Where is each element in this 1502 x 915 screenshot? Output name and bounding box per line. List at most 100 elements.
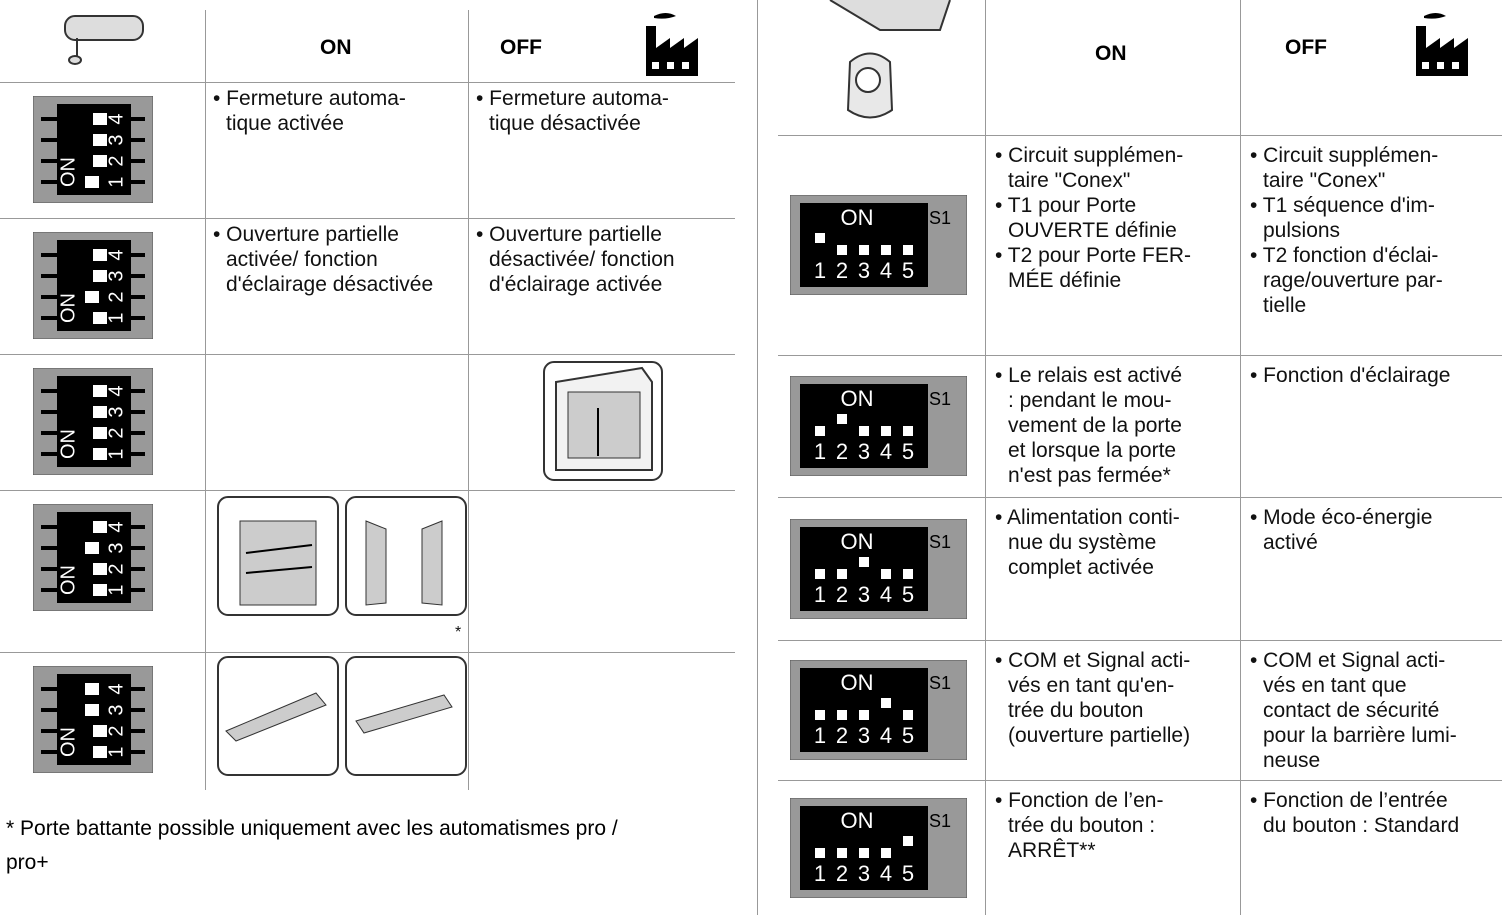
cell-text: • Ouverture partielle activée/ fonction … <box>213 222 468 297</box>
row-line <box>0 354 735 355</box>
switch <box>93 448 107 460</box>
dip-on: ON <box>57 293 79 323</box>
motor-icon <box>64 15 144 65</box>
row-line <box>0 218 735 219</box>
cell-text: • COM et Signal acti- vés en tant que co… <box>1250 648 1502 773</box>
switch <box>85 291 99 303</box>
switch <box>815 568 825 579</box>
switch <box>815 426 825 436</box>
row-line <box>778 780 1502 781</box>
dip-number: 4 <box>880 439 892 464</box>
bullet: • Fonction de l’entrée du bouton : Stand… <box>1250 789 1460 837</box>
cell-text: • Ouverture partielle désactivée/ foncti… <box>476 222 731 297</box>
switch <box>93 385 107 397</box>
cell-text: • Circuit supplémen- taire "Conex" • T1 p… <box>995 143 1235 293</box>
dip-on: ON <box>57 157 79 187</box>
switch <box>93 584 107 596</box>
switch <box>881 847 891 858</box>
switch <box>903 710 913 720</box>
dip-on: ON <box>841 670 874 695</box>
dip-number: 2 <box>836 723 848 748</box>
dip-on: ON <box>841 386 874 411</box>
switch <box>93 249 107 261</box>
cell-text: • COM et Signal acti- vés en tant qu'en-… <box>995 648 1235 748</box>
dip-on: ON <box>841 528 874 553</box>
bullet: • T2 pour Porte FER- MÉE définie <box>995 244 1192 292</box>
dip-switch: ON S1 1 2 3 4 5 <box>790 518 967 619</box>
switch <box>93 270 107 282</box>
dip-number: 1 <box>814 860 826 885</box>
switch <box>859 556 869 567</box>
dip-number: 1 <box>105 584 127 595</box>
column-line <box>1240 0 1241 915</box>
dip-switch: 1 2 3 4 ON <box>33 504 153 611</box>
bullet: • Fonction d'éclairage <box>1250 364 1451 387</box>
bullet: • COM et Signal acti- vés en tant que co… <box>1250 649 1457 772</box>
dip-on: ON <box>841 807 874 832</box>
switch <box>93 746 107 758</box>
header-on: ON <box>1095 42 1127 65</box>
dip-number: 2 <box>105 563 127 574</box>
dip-switch: 1 2 3 4 ON <box>33 666 153 773</box>
cell-text: • Circuit supplémen- taire "Conex" • T1 s… <box>1250 143 1502 318</box>
dip-number: 1 <box>105 176 127 187</box>
switch <box>93 113 107 125</box>
dip-number: 2 <box>105 155 127 166</box>
switch <box>93 155 107 167</box>
switch <box>85 704 99 716</box>
dip-s1: S1 <box>929 208 951 228</box>
switch <box>815 847 825 858</box>
switch <box>837 568 847 579</box>
dip-switch: ON S1 1 2 3 4 5 <box>790 660 967 760</box>
dip-number: 5 <box>902 860 914 885</box>
header-off: OFF <box>500 36 542 59</box>
dip-switch: ON S1 1 2 3 4 5 <box>790 376 967 476</box>
dip-on: ON <box>57 565 79 595</box>
switch <box>837 847 847 858</box>
bullet: • Fonction de l’en- trée du bouton : ARR… <box>995 789 1164 862</box>
dip-number: 4 <box>105 683 127 694</box>
dip-on: ON <box>841 205 874 230</box>
cell-text: • Fonction de l’en- trée du bouton : ARR… <box>995 788 1235 863</box>
dip-number: 1 <box>105 746 127 757</box>
cell-text: • Fonction d'éclairage <box>1250 363 1502 388</box>
bullet: • T1 séquence d'im- pulsions <box>1250 194 1435 242</box>
dip-switch: ON S1 1 2 3 4 5 <box>790 797 967 898</box>
switch <box>93 563 107 575</box>
dip-number: 3 <box>858 581 870 606</box>
dip-number: 4 <box>880 723 892 748</box>
dip-switch: ON S1 1 2 3 4 5 <box>790 195 967 295</box>
row-line <box>0 652 735 653</box>
bullet: • Fermeture automa- tique désactivée <box>476 87 669 135</box>
dip-number: 4 <box>880 581 892 606</box>
factory-icon <box>1416 13 1468 76</box>
dip-number: 4 <box>880 860 892 885</box>
switch <box>815 710 825 720</box>
switch <box>815 233 825 243</box>
dip-number: 2 <box>836 439 848 464</box>
cell-text: • Mode éco-énergie activé <box>1250 505 1502 555</box>
column-line <box>468 10 469 790</box>
dip-number: 4 <box>105 249 127 260</box>
dip-number: 3 <box>105 542 127 553</box>
cell-text: • Fonction de l’entrée du bouton : Stand… <box>1250 788 1502 838</box>
switch <box>93 725 107 737</box>
dip-switch: 1 2 3 4 ON <box>33 96 153 203</box>
row-line <box>778 355 1502 356</box>
dip-number: 1 <box>814 258 826 283</box>
dip-number: 3 <box>105 134 127 145</box>
dip-number: 4 <box>105 385 127 396</box>
bullet: • Ouverture partielle désactivée/ foncti… <box>476 223 675 296</box>
bullet: • Mode éco-énergie activé <box>1250 506 1433 554</box>
switch <box>85 542 99 554</box>
row-line <box>778 135 1502 136</box>
bullet: • Ouverture partielle activée/ fonction … <box>213 223 434 296</box>
dip-number: 1 <box>105 448 127 459</box>
up-and-over-doors <box>217 656 467 776</box>
sectional-door <box>543 361 663 481</box>
cell-text: • Alimentation conti- nue du système com… <box>995 505 1235 580</box>
switch <box>881 568 891 579</box>
dip-number: 2 <box>836 860 848 885</box>
dip-number: 2 <box>105 725 127 736</box>
